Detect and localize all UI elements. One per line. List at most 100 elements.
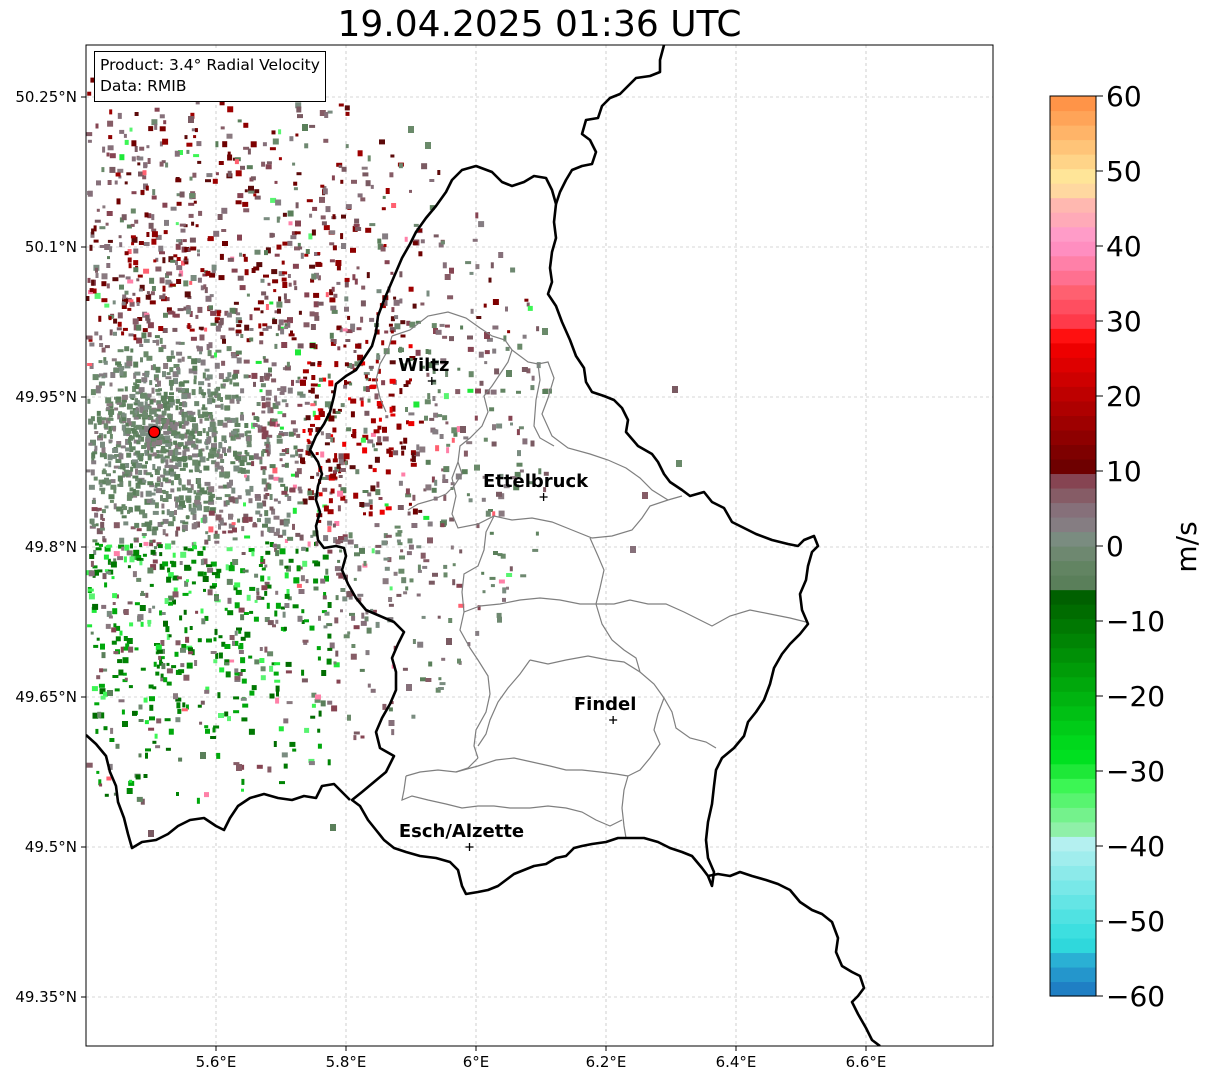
radar-echo xyxy=(203,284,207,290)
radar-echo xyxy=(152,189,156,196)
lon-tick-label: 6.6°E xyxy=(846,1053,887,1071)
radar-echo xyxy=(117,475,123,482)
radar-echo xyxy=(297,391,304,396)
radar-echo xyxy=(250,141,257,148)
radar-echo xyxy=(259,389,263,393)
radar-echo xyxy=(271,130,276,135)
radar-echo xyxy=(339,468,346,472)
radar-echo xyxy=(217,448,221,452)
radar-echo xyxy=(165,162,169,168)
radar-echo xyxy=(502,597,506,602)
radar-echo xyxy=(390,316,395,322)
radar-echo xyxy=(286,565,291,572)
radar-echo xyxy=(216,310,221,317)
radar-echo xyxy=(146,499,152,504)
radar-echo xyxy=(185,566,192,571)
radar-echo xyxy=(235,589,242,595)
colorbar-swatch xyxy=(1050,400,1096,416)
radar-echo xyxy=(301,609,305,614)
radar-echo xyxy=(184,291,191,298)
radar-echo xyxy=(505,346,510,351)
radar-echo xyxy=(479,380,484,386)
radar-echo xyxy=(89,244,93,251)
radar-echo xyxy=(352,432,357,439)
radar-echo xyxy=(284,299,291,304)
radar-echo xyxy=(128,299,134,303)
colorbar-swatch xyxy=(1050,429,1096,445)
radar-echo xyxy=(155,266,162,272)
radar-echo xyxy=(286,361,290,367)
radar-echo xyxy=(443,393,449,400)
radar-echo xyxy=(179,191,185,198)
radar-echo xyxy=(119,630,123,636)
radar-echo xyxy=(224,405,230,411)
radar-echo xyxy=(182,521,189,525)
radar-echo xyxy=(206,344,210,350)
radar-echo xyxy=(492,424,496,431)
city-label: Findel xyxy=(574,694,637,715)
radar-echo xyxy=(148,830,154,837)
radar-echo xyxy=(181,525,188,531)
radar-echo xyxy=(196,460,201,467)
radar-echo xyxy=(334,411,341,414)
radar-echo xyxy=(142,479,147,483)
radar-echo xyxy=(241,678,247,684)
radar-echo xyxy=(219,101,225,106)
radar-echo xyxy=(239,460,245,466)
radar-echo xyxy=(107,558,111,565)
radar-echo xyxy=(350,398,357,404)
radar-echo xyxy=(143,183,148,190)
radar-echo xyxy=(118,274,125,278)
colorbar-tick-label: −50 xyxy=(1106,905,1165,938)
radar-echo xyxy=(148,442,155,447)
radar-echo xyxy=(87,91,92,96)
radar-echo xyxy=(104,463,108,467)
radar-echo xyxy=(96,528,103,535)
radar-echo xyxy=(130,223,135,227)
radar-echo xyxy=(477,605,481,611)
radar-echo xyxy=(431,476,435,483)
radar-echo xyxy=(95,387,101,394)
radar-echo xyxy=(100,420,105,425)
radar-echo xyxy=(389,378,396,384)
radar-echo xyxy=(192,365,198,371)
radar-echo xyxy=(325,433,331,439)
radar-echo xyxy=(388,323,393,327)
radar-echo xyxy=(163,423,168,429)
radar-echo xyxy=(158,245,164,252)
radar-echo xyxy=(401,472,406,477)
radar-echo xyxy=(130,466,134,472)
radar-echo xyxy=(95,523,99,527)
radar-echo xyxy=(117,168,124,173)
radar-echo xyxy=(184,402,188,408)
radar-echo xyxy=(186,479,191,486)
radar-echo xyxy=(423,559,430,563)
radar-echo xyxy=(267,407,271,414)
radar-echo xyxy=(516,390,521,394)
colorbar-tick-label: −20 xyxy=(1106,680,1165,713)
radar-echo xyxy=(208,414,212,419)
radar-echo xyxy=(178,478,182,485)
radar-echo xyxy=(505,306,508,312)
radar-echo xyxy=(90,631,94,635)
radar-echo xyxy=(302,429,306,433)
radar-echo xyxy=(119,284,124,290)
radar-echo xyxy=(443,466,450,473)
radar-echo xyxy=(86,132,93,137)
radar-echo xyxy=(204,792,209,798)
radar-echo xyxy=(179,223,186,227)
radar-echo xyxy=(207,412,213,416)
colorbar-tick-label: 20 xyxy=(1106,380,1142,413)
radar-echo xyxy=(160,425,164,429)
radar-echo xyxy=(129,779,133,783)
radar-echo xyxy=(232,436,236,441)
radar-echo xyxy=(400,347,404,351)
radar-echo xyxy=(148,684,154,689)
radar-echo xyxy=(483,303,487,308)
radar-echo xyxy=(181,456,188,461)
radar-echo xyxy=(460,426,466,433)
radar-echo xyxy=(134,112,139,116)
radar-echo xyxy=(211,460,217,465)
radar-echo xyxy=(406,420,409,425)
colorbar-swatch xyxy=(1050,633,1096,649)
